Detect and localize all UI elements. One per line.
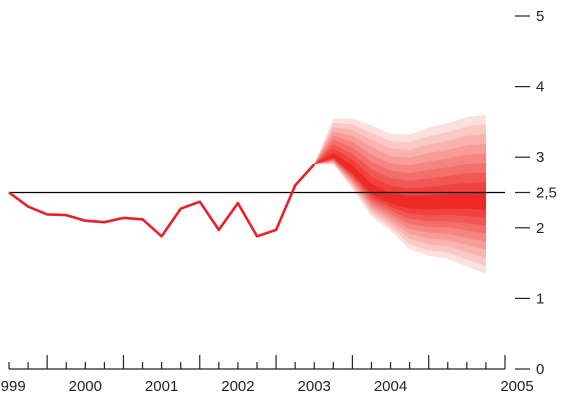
y-axis: 0 1 2 2,5 3 4 5: [515, 8, 557, 378]
y-tick-label: 2: [536, 220, 544, 237]
series-line: [8, 163, 316, 238]
x-tick-label: 2003: [298, 378, 331, 395]
y-tick-label: 3: [536, 149, 544, 166]
x-tick-label: 2005: [500, 378, 533, 395]
x-tick-label: 2001: [145, 378, 178, 395]
fan-bands: [314, 114, 486, 274]
x-tick-label: 1999: [0, 378, 26, 395]
y-tick-label: 4: [536, 79, 544, 96]
y-tick-label: 2,5: [536, 185, 557, 202]
y-tick-label: 5: [536, 8, 544, 25]
x-axis: 1999 2000 2001 2002 2003 2004 2005: [0, 355, 534, 395]
y-tick-label: 0: [536, 361, 544, 378]
x-tick-label: 2004: [374, 378, 407, 395]
x-tick-label: 2000: [69, 378, 102, 395]
y-tick-label: 1: [536, 290, 544, 307]
x-tick-label: 2002: [221, 378, 254, 395]
fan-band-9: [314, 152, 486, 210]
